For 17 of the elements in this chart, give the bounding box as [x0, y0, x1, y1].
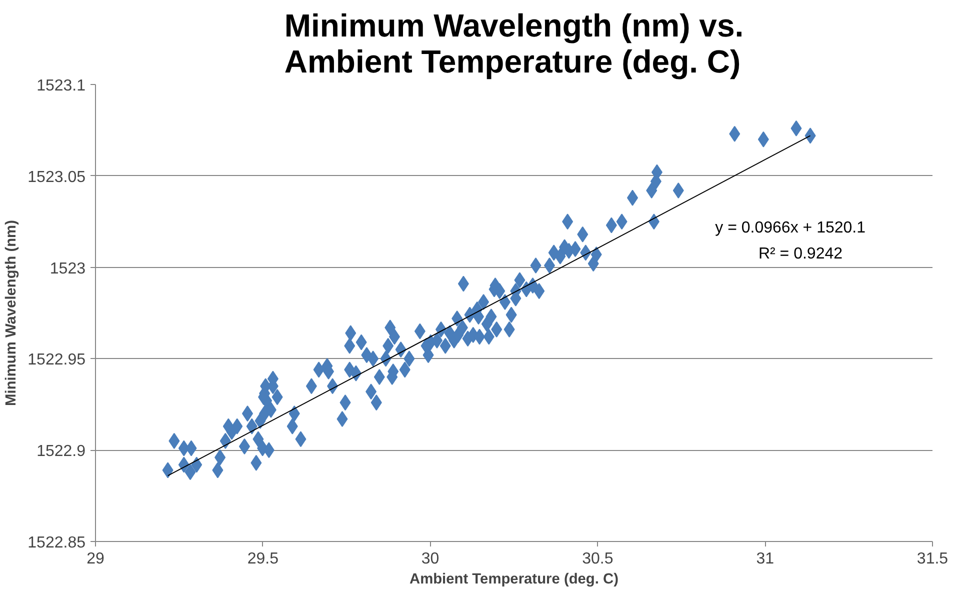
x-tick-label: 29.5	[247, 550, 279, 568]
x-tick-label: 30.5	[582, 550, 614, 568]
chart-title: Minimum Wavelength (nm) vs. Ambient Temperature (deg. C)	[284, 8, 744, 80]
x-tick-label: 30	[421, 550, 440, 568]
y-tick-label: 1523.1	[36, 78, 86, 94]
y-tick-label: 1522.9	[36, 443, 86, 460]
x-tick-label: 29	[86, 550, 104, 568]
x-tick-label: 31	[756, 550, 774, 568]
y-tick-label: 1523.05	[28, 168, 86, 186]
y-tick-label: 1522.95	[28, 352, 86, 369]
y-axis-title: Minimum Wavelength (nm)	[4, 220, 20, 406]
annotation: y = 0.0966x + 1520.1	[715, 220, 866, 236]
x-axis-title: Ambient Temperature (deg. C)	[409, 572, 619, 588]
annotation: R² = 0.9242	[758, 246, 843, 262]
y-tick-label: 1522.85	[28, 534, 86, 552]
y-tick-label: 1523	[50, 260, 86, 278]
x-tick-label: 31.5	[916, 550, 948, 568]
